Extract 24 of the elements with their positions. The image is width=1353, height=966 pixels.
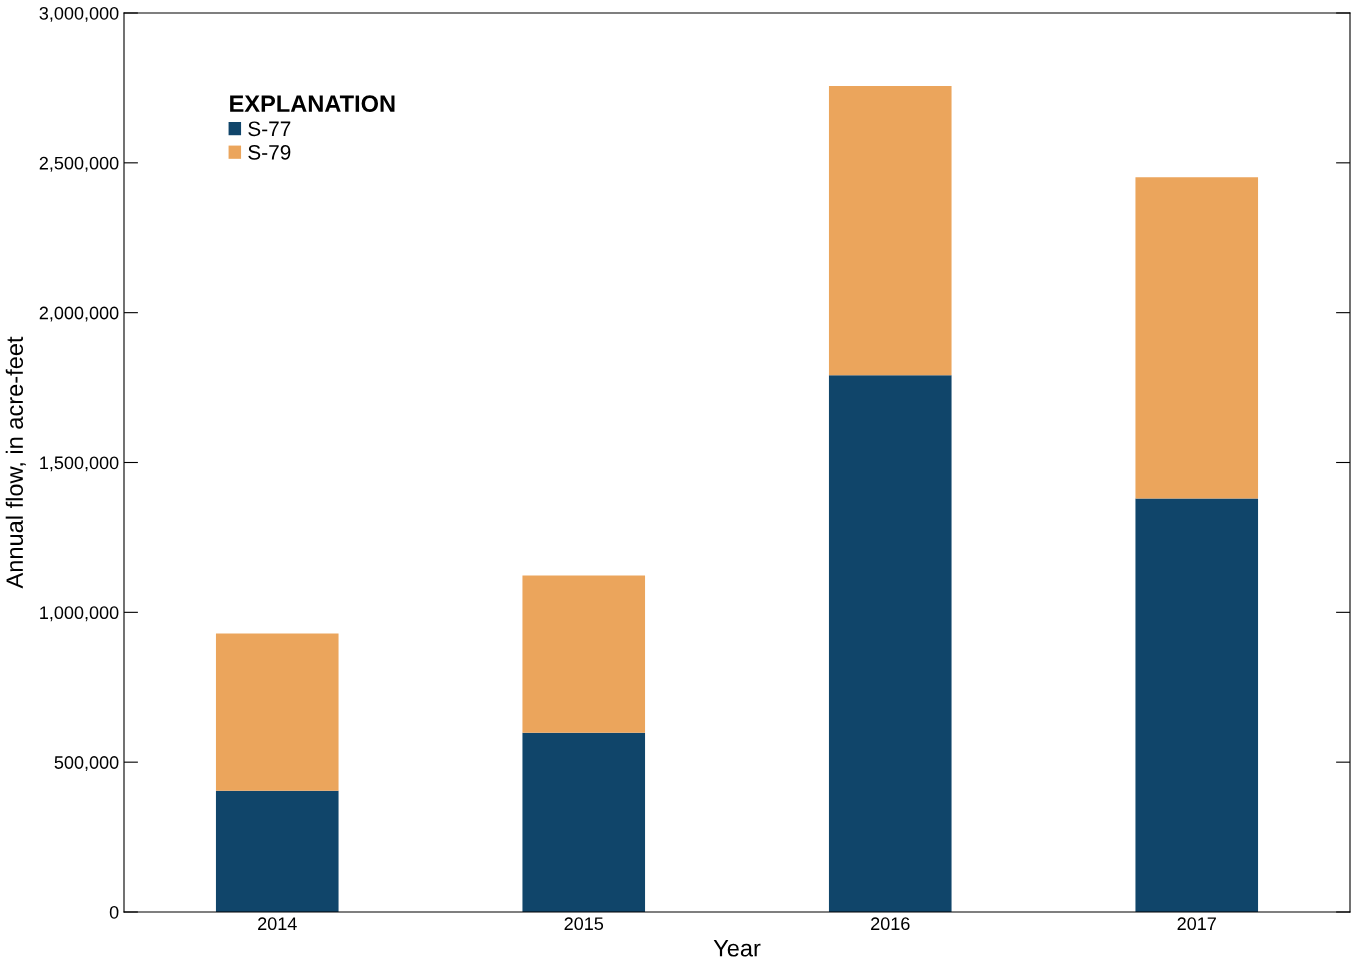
bar xyxy=(1135,498,1259,912)
legend-title: EXPLANATION xyxy=(230,95,395,113)
x-tick-label: 2016 xyxy=(871,917,910,931)
y-tick-label: 1,500,000 xyxy=(40,456,119,472)
bar xyxy=(215,790,339,912)
x-tick-label: 2015 xyxy=(564,917,604,931)
y-tick-label: 3,000,000 xyxy=(39,6,119,22)
y-tick-label: 0 xyxy=(109,905,119,919)
y-tick-label: 1,000,000 xyxy=(40,606,119,622)
bar xyxy=(522,575,646,733)
bar xyxy=(522,732,646,912)
y-tick-label: 2,000,000 xyxy=(39,306,119,322)
y-tick-label: 500,000 xyxy=(54,756,119,772)
bar xyxy=(828,375,952,912)
x-tick-label: 2014 xyxy=(258,917,297,931)
bar xyxy=(828,86,952,376)
y-tick-label: 2,500,000 xyxy=(39,156,119,172)
legend-label: S-77 xyxy=(248,121,291,137)
x-tick-label: 2017 xyxy=(1177,917,1216,931)
y-axis-title: Annual flow, in acre-feet xyxy=(5,336,26,589)
bar xyxy=(1135,177,1259,499)
bar xyxy=(215,633,339,791)
legend-label: S-79 xyxy=(248,144,291,160)
x-axis-title: Year xyxy=(713,940,761,957)
